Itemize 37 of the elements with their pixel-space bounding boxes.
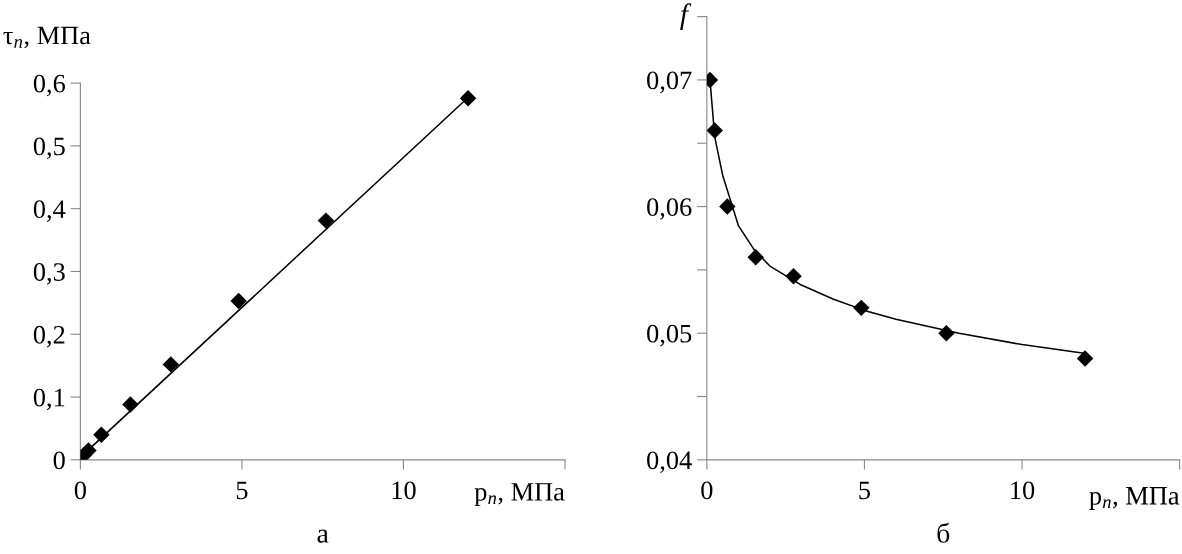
- y-tick-label: 0,1: [33, 388, 65, 411]
- point: [122, 396, 139, 413]
- x-axis-title: p$_{n}$, МПа: [474, 483, 565, 507]
- point: [938, 324, 955, 342]
- x-tick-label: 0: [701, 481, 713, 500]
- point: [93, 426, 110, 443]
- y-tick-label: 0,04: [647, 451, 692, 474]
- y-tick-label: 0,06: [647, 198, 692, 220]
- text: б: [937, 522, 950, 543]
- point: [719, 198, 736, 215]
- x-tick-label: 10: [1011, 481, 1035, 500]
- y-tick-label: 0: [53, 451, 65, 470]
- point: [317, 212, 335, 229]
- x-tick-label: 10: [392, 481, 416, 500]
- text: а: [317, 529, 329, 543]
- x-tick-label: 5: [859, 481, 870, 500]
- point: [80, 442, 97, 459]
- point: [162, 356, 180, 373]
- y-tick-label: 0,2: [33, 325, 65, 348]
- point: [785, 267, 802, 285]
- point: [459, 89, 477, 107]
- y-tick-label: 0,07: [647, 71, 692, 94]
- y-tick-label: 0,05: [647, 324, 692, 347]
- point: [853, 299, 870, 317]
- point: [230, 292, 247, 310]
- y-axis-title: τ$_{n}$, МПа: [3, 26, 91, 49]
- x-tick-label: 0: [74, 481, 86, 500]
- x-tick-label: 5: [236, 481, 248, 500]
- y-axis-title: f: [680, 3, 692, 30]
- point: [747, 249, 764, 266]
- point: [1076, 350, 1094, 367]
- y-tick-label: 0,4: [33, 200, 66, 222]
- x-axis-title: p$_{n}$, МПа: [1089, 487, 1180, 511]
- y-tick-label: 0,5: [33, 137, 65, 160]
- y-tick-label: 0,3: [33, 263, 65, 285]
- y-tick-label: 0,6: [33, 74, 66, 97]
- point: [706, 122, 723, 139]
